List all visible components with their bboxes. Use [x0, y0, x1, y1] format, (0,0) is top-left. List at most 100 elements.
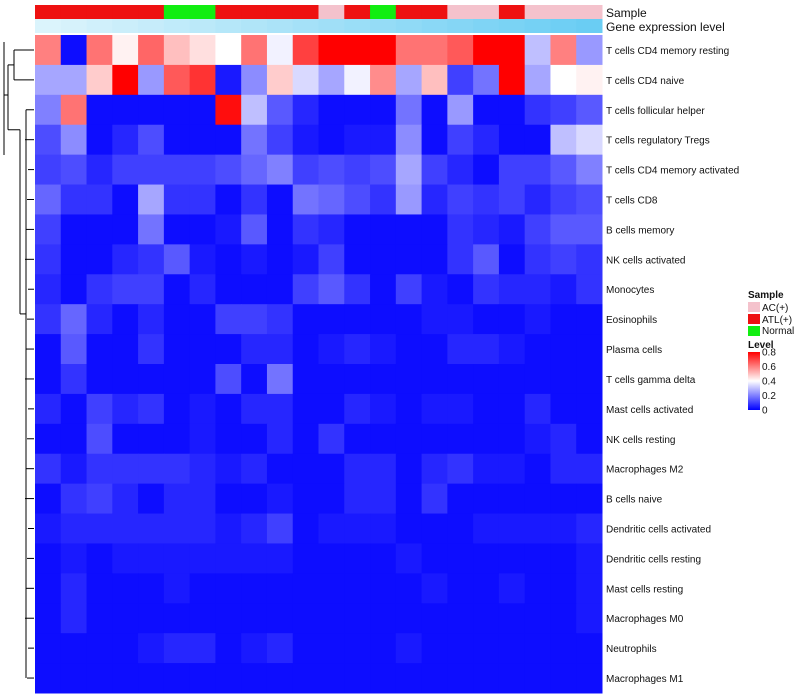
heatmap-cell: [241, 274, 268, 305]
heatmap-cell: [292, 543, 319, 574]
heatmap-cell: [189, 663, 216, 694]
heatmap-cell: [292, 573, 319, 604]
heatmap-cell: [60, 633, 88, 664]
sample-annotation-cell: [421, 5, 448, 19]
heatmap-cell: [550, 483, 577, 515]
heatmap-cell: [344, 543, 371, 574]
level-tick-label: 0.4: [762, 377, 776, 388]
heatmap-cell: [576, 453, 603, 485]
heatmap-cell: [447, 94, 474, 126]
heatmap-cell: [189, 94, 216, 126]
expression-annotation-cell: [395, 19, 423, 33]
heatmap-cell: [344, 154, 371, 186]
heatmap-cell: [163, 633, 191, 664]
heatmap-cell: [163, 483, 191, 515]
heatmap-cell: [292, 483, 319, 515]
heatmap-cell: [241, 423, 268, 455]
heatmap-cell: [447, 214, 474, 245]
heatmap-cell: [86, 244, 113, 275]
heatmap-cell: [35, 603, 62, 634]
heatmap-cell: [524, 573, 551, 604]
legend-swatch-normal: [748, 326, 760, 336]
heatmap-cell: [421, 64, 448, 96]
heatmap-cell: [395, 513, 423, 544]
heatmap-cell: [163, 274, 191, 305]
legend-swatch-ac: [748, 302, 760, 312]
heatmap-cell: [524, 423, 551, 455]
heatmap-cell: [86, 94, 113, 126]
expression-annotation-cell: [421, 19, 448, 33]
heatmap-cell: [266, 124, 294, 156]
heatmap-cell: [370, 334, 397, 365]
row-label: T cells follicular helper: [606, 106, 705, 117]
heatmap-cell: [344, 304, 371, 335]
heatmap-cell: [550, 124, 577, 156]
heatmap-cell: [524, 214, 551, 245]
heatmap-cell: [550, 64, 577, 96]
heatmap-cell: [498, 573, 526, 604]
heatmap-cell: [292, 453, 319, 485]
heatmap-cell: [524, 483, 551, 515]
heatmap-cell: [292, 64, 319, 96]
heatmap-cell: [550, 453, 577, 485]
heatmap-cell: [550, 154, 577, 186]
heatmap-cell: [498, 184, 526, 215]
heatmap-cell: [498, 274, 526, 305]
heatmap-cell: [576, 364, 603, 395]
heatmap-cell: [370, 453, 397, 485]
heatmap-cell: [112, 184, 139, 215]
heatmap-cell: [576, 423, 603, 455]
heatmap-cell: [189, 184, 216, 215]
heatmap-cell: [35, 124, 62, 156]
expression-annotation-cell: [550, 19, 577, 33]
heatmap-cell: [35, 423, 62, 455]
heatmap-cell: [292, 184, 319, 215]
heatmap-cell: [266, 633, 294, 664]
expression-annotation-cell: [370, 19, 397, 33]
heatmap-cell: [344, 573, 371, 604]
expression-annotation-cell: [241, 19, 268, 33]
expression-annotation-cell: [163, 19, 191, 33]
heatmap-cell: [473, 244, 500, 275]
legend-label-normal: Normal: [762, 326, 794, 337]
heatmap-cell: [60, 573, 88, 604]
heatmap-cell: [138, 513, 165, 544]
heatmap-cell: [550, 244, 577, 275]
heatmap-cell: [138, 64, 165, 96]
heatmap-cell: [35, 573, 62, 604]
heatmap-cell: [215, 573, 242, 604]
heatmap-cell: [421, 334, 448, 365]
sample-annotation-cell: [189, 5, 216, 19]
row-dendrogram: [3, 42, 34, 679]
heatmap-cell: [370, 663, 397, 694]
heatmap-cell: [498, 35, 526, 66]
heatmap-cell: [189, 603, 216, 634]
heatmap-cell: [395, 64, 423, 96]
heatmap-cell: [576, 214, 603, 245]
heatmap-cell: [86, 603, 113, 634]
legend-swatch-atl: [748, 314, 760, 324]
heatmap-cell: [86, 513, 113, 544]
heatmap-cell: [550, 513, 577, 544]
heatmap-cell: [498, 663, 526, 694]
heatmap-cell: [189, 393, 216, 425]
heatmap-cell: [318, 483, 345, 515]
expression-annotation-cell: [138, 19, 165, 33]
heatmap-cell: [60, 274, 88, 305]
heatmap-cell: [447, 274, 474, 305]
heatmap-cell: [370, 154, 397, 186]
heatmap-cell: [550, 543, 577, 574]
heatmap-cell: [318, 513, 345, 544]
heatmap-cell: [163, 154, 191, 186]
heatmap-cell: [189, 214, 216, 245]
sample-annotation-cell: [447, 5, 474, 19]
heatmap-cell: [576, 94, 603, 126]
heatmap-cell: [473, 423, 500, 455]
heatmap-cell: [421, 184, 448, 215]
row-label: Dendritic cells activated: [606, 525, 711, 536]
sample-annotation-cell: [60, 5, 88, 19]
heatmap-cell: [318, 35, 345, 66]
heatmap-cell: [138, 543, 165, 574]
sample-annotation-cell: [370, 5, 397, 19]
heatmap-cell: [35, 154, 62, 186]
